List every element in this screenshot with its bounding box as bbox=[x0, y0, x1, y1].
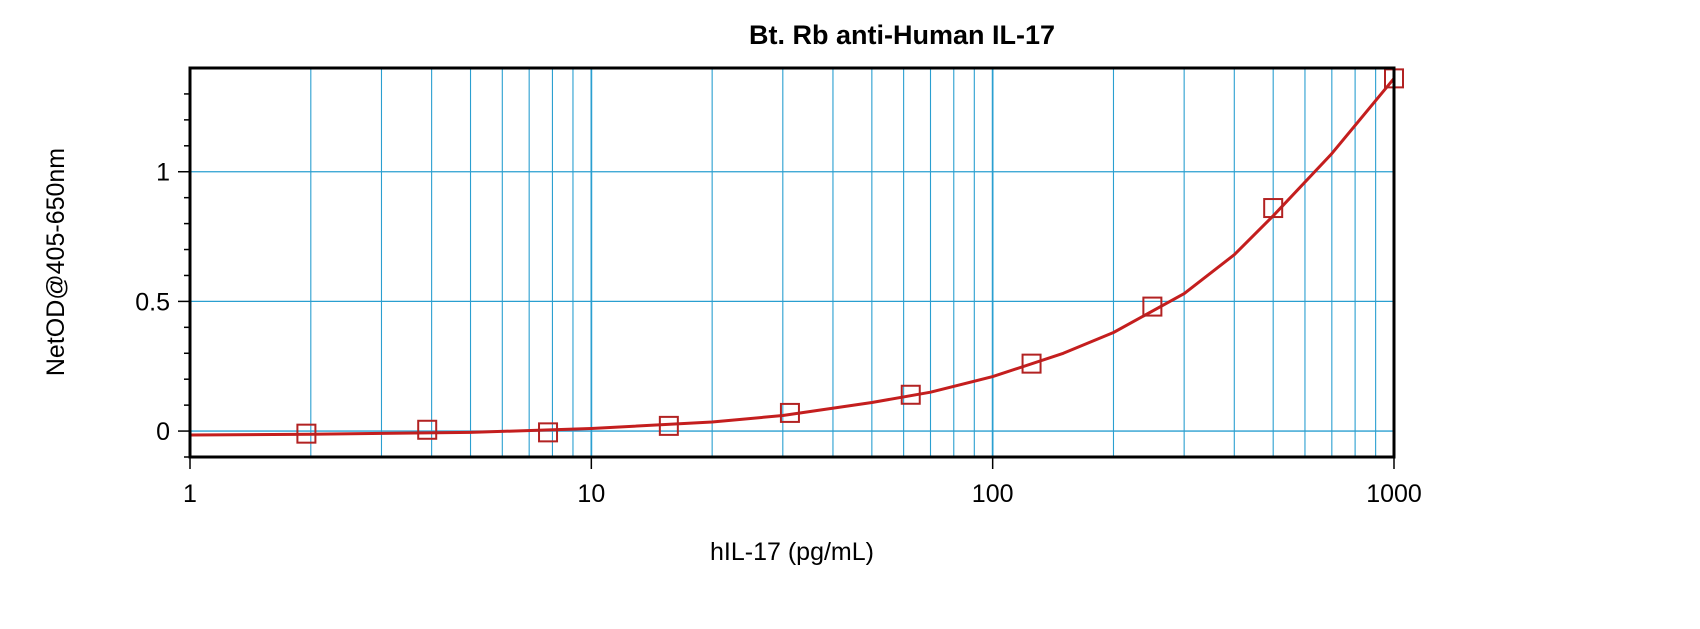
data-point bbox=[1142, 296, 1163, 317]
y-tick-label: 0.5 bbox=[135, 288, 170, 316]
x-axis-label: hIL-17 (pg/mL) bbox=[710, 538, 874, 566]
data-point bbox=[1263, 198, 1284, 219]
y-tick-label: 0 bbox=[156, 418, 170, 446]
fit-curve bbox=[189, 77, 1396, 437]
data-point bbox=[658, 415, 679, 436]
data-point bbox=[538, 422, 559, 443]
data-point bbox=[900, 384, 921, 405]
x-tick-label: 100 bbox=[972, 480, 1014, 508]
y-tick-label: 1 bbox=[156, 159, 170, 187]
data-point bbox=[779, 402, 800, 423]
data-points bbox=[296, 68, 1404, 444]
grid bbox=[190, 68, 1394, 457]
y-axis-tick-labels: 00.51 bbox=[135, 159, 170, 446]
y-axis-ticks bbox=[178, 93, 1395, 469]
chart-title: Bt. Rb anti-Human IL-17 bbox=[749, 20, 1055, 50]
data-point bbox=[296, 423, 317, 444]
y-axis-label: NetOD@405-650nm bbox=[42, 148, 70, 376]
x-tick-label: 10 bbox=[577, 480, 605, 508]
plot-frame bbox=[188, 66, 1396, 459]
fit-curve-layer bbox=[189, 77, 1396, 437]
x-tick-label: 1000 bbox=[1366, 480, 1422, 508]
data-point bbox=[417, 419, 438, 440]
x-tick-label: 1 bbox=[183, 480, 197, 508]
x-axis-tick-labels: 1 10 100 1000 bbox=[183, 480, 1422, 508]
data-point bbox=[1021, 353, 1042, 374]
